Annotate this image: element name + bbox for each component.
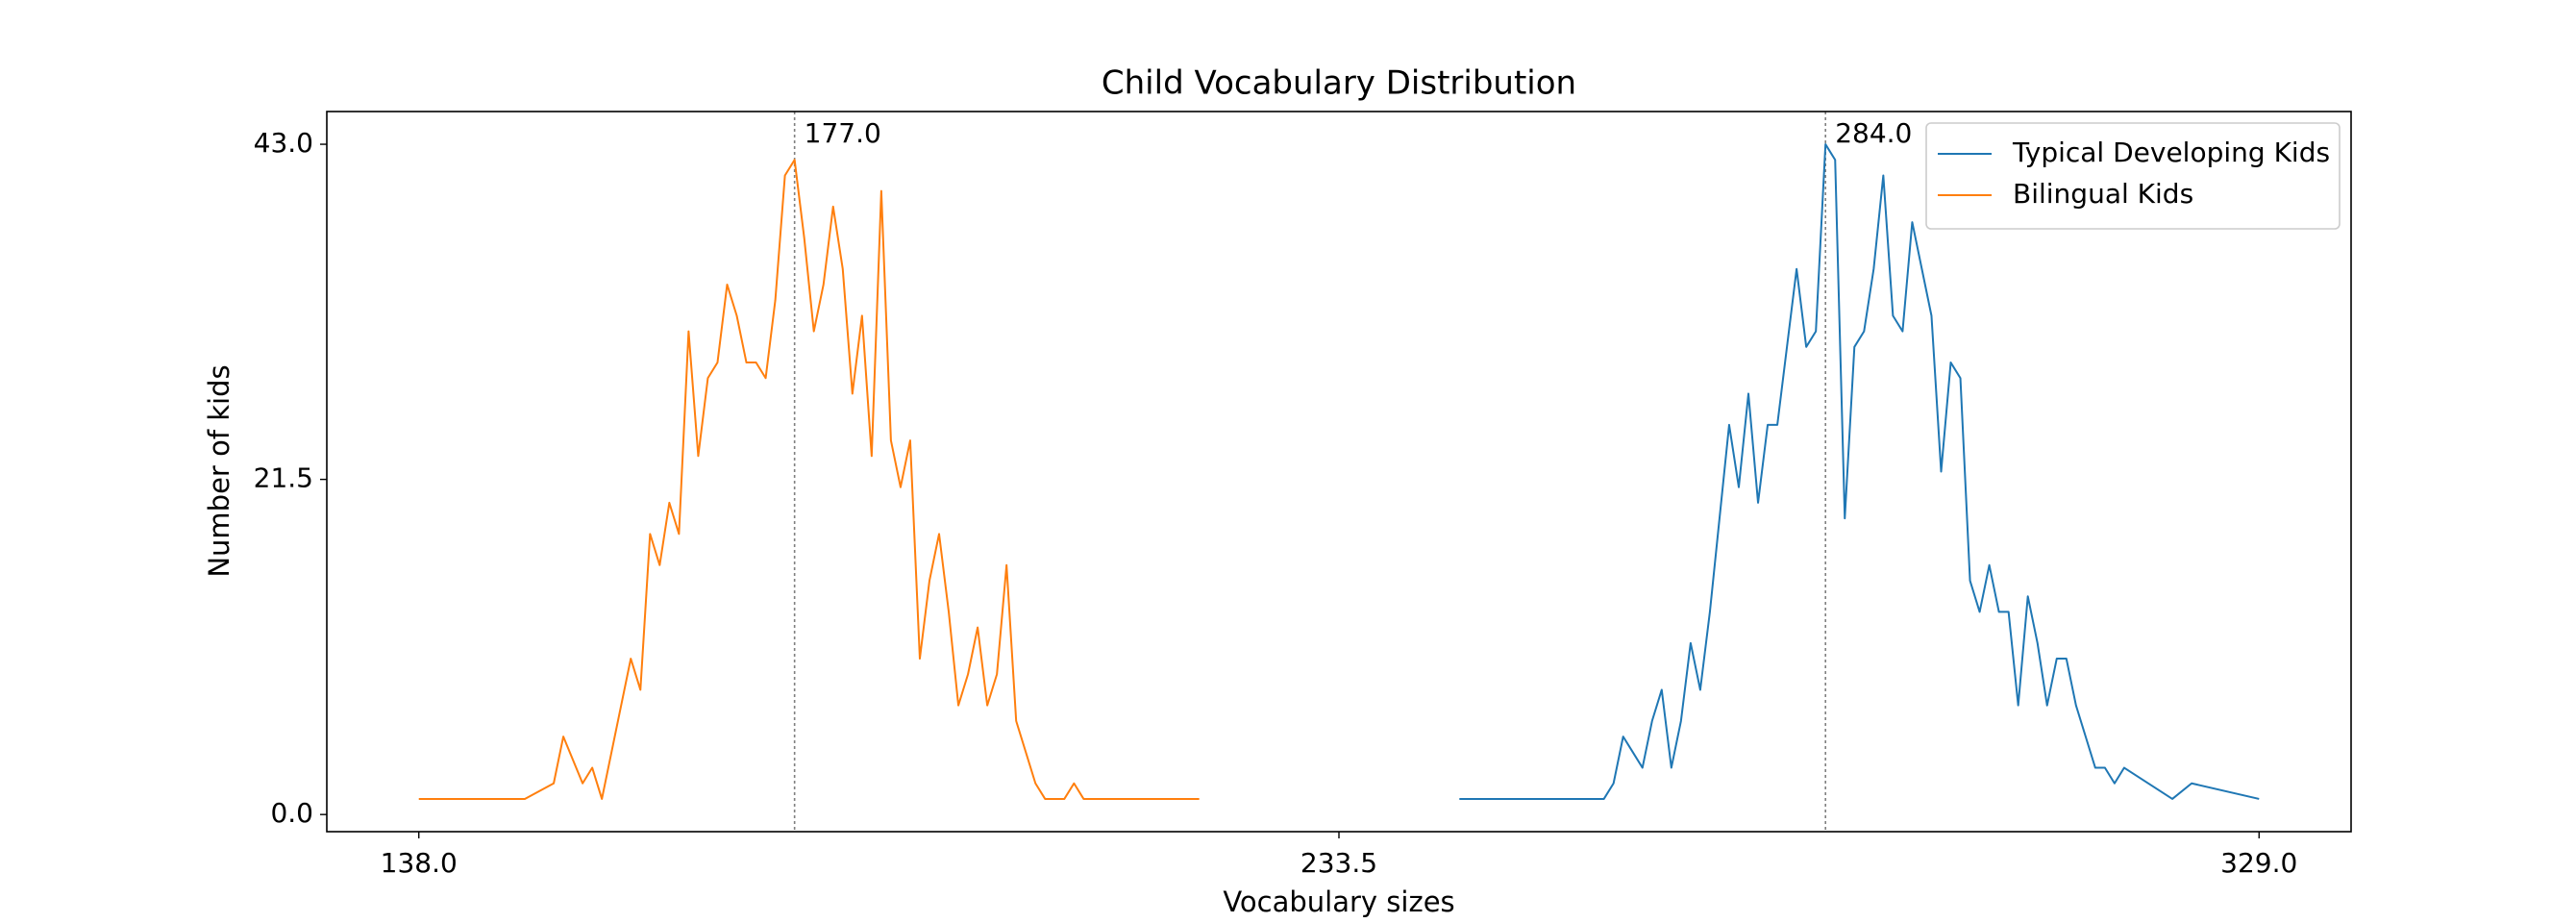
plot-frame [326,111,2352,833]
data-line [418,159,1200,800]
x-tick-label: 233.5 [1300,847,1377,879]
y-tick-label: 21.5 [254,462,313,494]
x-tick-label: 329.0 [2220,847,2297,879]
reference-label: 177.0 [805,117,881,149]
legend-box [1925,122,2341,230]
y-tick-label: 0.0 [270,797,313,829]
y-tick-label: 43.0 [254,127,313,159]
legend-label: Typical Developing Kids [2012,137,2330,168]
data-line [1459,143,2260,800]
legend-label: Bilingual Kids [2013,178,2193,210]
x-axis-label: Vocabulary sizes [1223,886,1454,918]
chart-title: Child Vocabulary Distribution [1102,64,1576,103]
x-tick-label: 138.0 [381,847,458,879]
y-axis-label: Number of kids [203,364,235,577]
reference-label: 284.0 [1835,117,1912,149]
